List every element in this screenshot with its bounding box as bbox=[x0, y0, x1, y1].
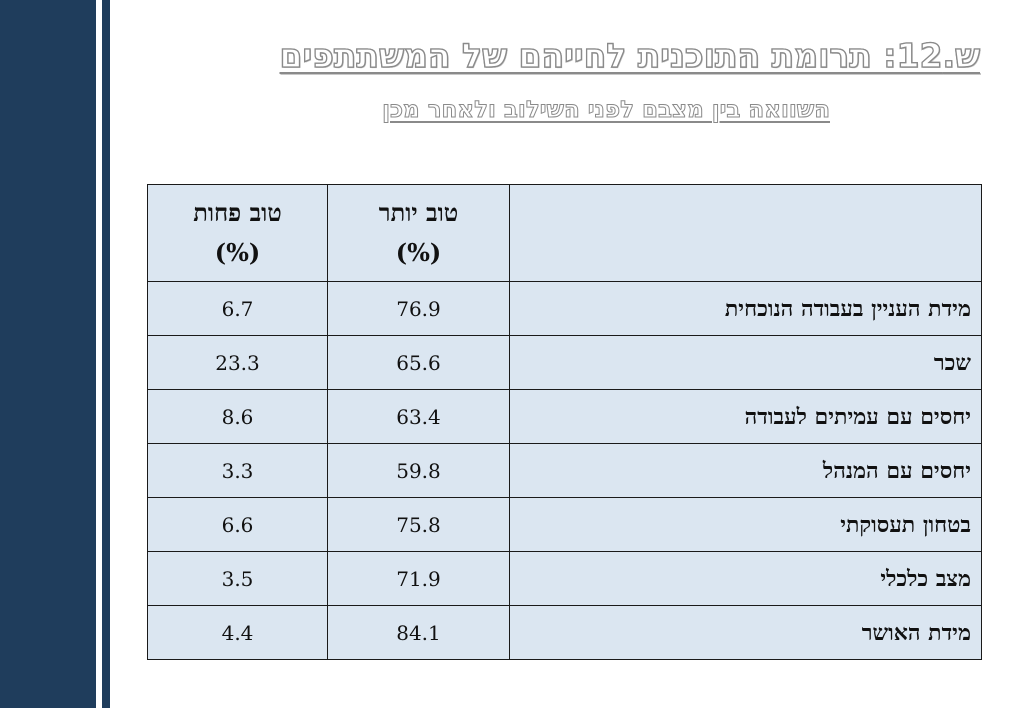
cell-better: 84.1 bbox=[327, 605, 510, 660]
cell-worse: 23.3 bbox=[147, 335, 328, 390]
header-better-label: טוב יותר bbox=[378, 198, 459, 227]
table-row: 6.6 75.8 בטחון תעסוקתי bbox=[147, 497, 982, 552]
cell-worse: 4.4 bbox=[147, 605, 328, 660]
slide-title: ש.12: תרומת התוכנית לחייהם של המשתתפים bbox=[279, 35, 981, 75]
header-label-empty bbox=[509, 184, 982, 282]
cell-worse: 6.7 bbox=[147, 281, 328, 336]
table-row: 3.3 59.8 יחסים עם המנהל bbox=[147, 443, 982, 498]
sidebar-gap bbox=[96, 0, 102, 708]
cell-worse: 3.5 bbox=[147, 551, 328, 606]
cell-worse: 8.6 bbox=[147, 389, 328, 444]
cell-better: 63.4 bbox=[327, 389, 510, 444]
sidebar-decoration bbox=[0, 0, 96, 708]
cell-worse: 3.3 bbox=[147, 443, 328, 498]
cell-better: 76.9 bbox=[327, 281, 510, 336]
cell-better: 75.8 bbox=[327, 497, 510, 552]
table-row: 23.3 65.6 שכר bbox=[147, 335, 982, 390]
table-header-row: טוב פחות (%) טוב יותר (%) bbox=[147, 184, 982, 282]
header-worse-unit: (%) bbox=[214, 238, 261, 267]
table-row: 6.7 76.9 מידת העניין בעבודה הנוכחית bbox=[147, 281, 982, 336]
cell-better: 71.9 bbox=[327, 551, 510, 606]
header-worse: טוב פחות (%) bbox=[147, 184, 328, 282]
comparison-table: טוב פחות (%) טוב יותר (%) 6.7 76.9 מידת … bbox=[147, 184, 982, 660]
cell-label: יחסים עם המנהל bbox=[509, 443, 982, 498]
cell-label: מידת העניין בעבודה הנוכחית bbox=[509, 281, 982, 336]
cell-better: 65.6 bbox=[327, 335, 510, 390]
cell-label: יחסים עם עמיתים לעבודה bbox=[509, 389, 982, 444]
header-better: טוב יותר (%) bbox=[327, 184, 510, 282]
cell-label: שכר bbox=[509, 335, 982, 390]
cell-label: מצב כלכלי bbox=[509, 551, 982, 606]
header-better-unit: (%) bbox=[395, 238, 442, 267]
cell-label: בטחון תעסוקתי bbox=[509, 497, 982, 552]
cell-better: 59.8 bbox=[327, 443, 510, 498]
table-row: 8.6 63.4 יחסים עם עמיתים לעבודה bbox=[147, 389, 982, 444]
slide-subtitle: השוואה בין מצבם לפני השילוב ולאחר מכן bbox=[382, 97, 831, 124]
table-row: 3.5 71.9 מצב כלכלי bbox=[147, 551, 982, 606]
header-worse-label: טוב פחות bbox=[193, 198, 282, 227]
cell-worse: 6.6 bbox=[147, 497, 328, 552]
sidebar-stripe bbox=[102, 0, 110, 708]
cell-label: מידת האושר bbox=[509, 605, 982, 660]
table-row: 4.4 84.1 מידת האושר bbox=[147, 605, 982, 660]
